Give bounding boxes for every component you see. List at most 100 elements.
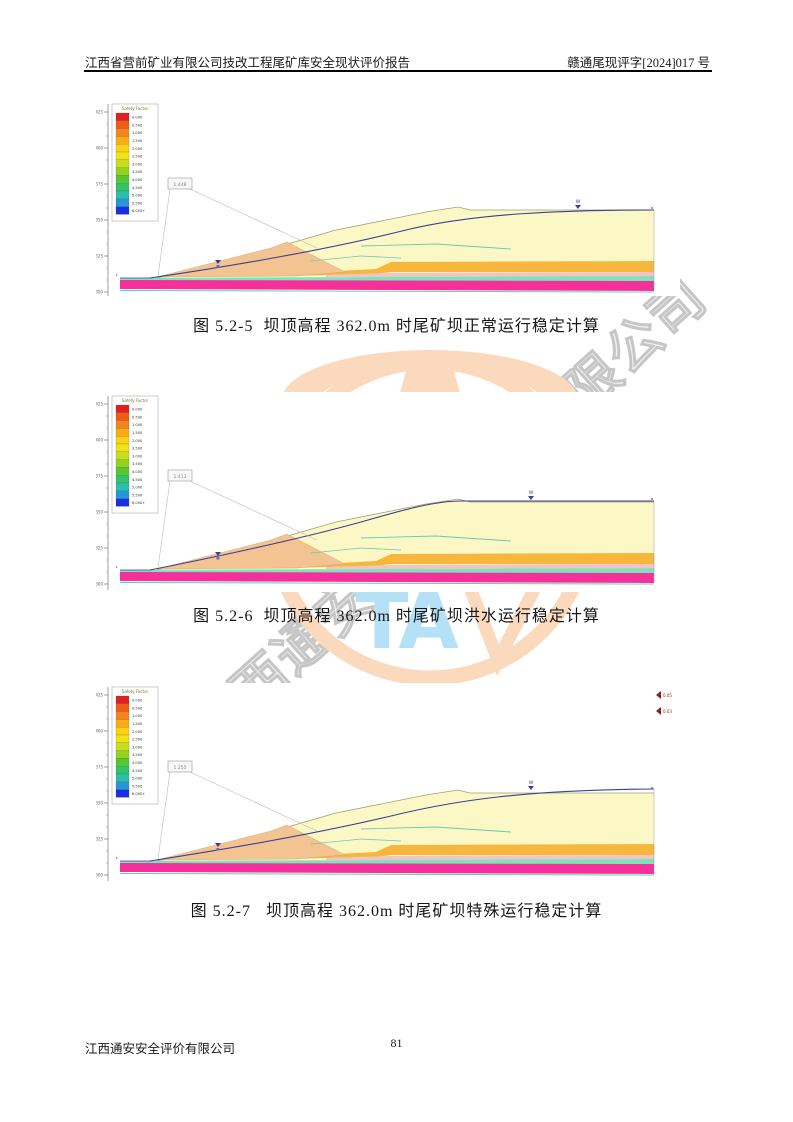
legend-swatch [115,766,130,775]
base-underline [119,582,655,585]
drain-band [281,844,654,859]
legend-value: 3.500 [132,753,143,757]
legend-swatch [115,719,130,728]
legend: Safety Factor 0.000 0.500 1.000 1.500 2.000 2… [111,686,159,805]
legend-value: 4.000 [132,470,143,474]
axis-tick-label: 400 [96,729,103,734]
legend-swatch [115,175,130,184]
legend-swatch [115,136,130,145]
legend-swatch [115,151,130,160]
legend-title: Safety Factor [122,689,149,694]
legend-swatch [115,120,130,129]
base-underline [119,873,655,876]
arch-pier-icon [398,364,462,400]
legend-swatch [115,459,130,468]
elevation-axis: 425 400 375 350 325 300 [95,104,109,298]
axis-tick-label: 425 [96,110,103,115]
silt-band [326,272,654,277]
base-band [120,572,654,583]
seismic-label: 0.05 [663,693,672,698]
axis-tick-label: 375 [96,474,103,479]
axis-tick-label: 425 [96,402,103,407]
water-table-icon [528,496,534,500]
legend-swatch [115,467,130,476]
starter-dam [156,533,346,570]
legend-value: 2.000 [132,730,143,734]
legend-value: 5.500 [132,784,143,788]
water-table-icon [575,205,581,209]
water-table-marker: W [529,490,534,496]
legend-value: 6.000+ [132,501,145,505]
base-band [120,280,654,291]
axis-tick-label: 300 [96,290,103,295]
piezometer-icon [215,260,221,264]
axis-tick-label: 325 [96,546,103,551]
legend-swatch [115,412,130,421]
legend-swatch [115,112,130,121]
water-table-icon [528,786,534,790]
leader-line [189,188,318,249]
drain-band [281,553,654,568]
legend-swatch [115,159,130,168]
toe-marker-icon: ▸ [116,855,118,860]
drain-line [360,243,512,250]
legend-title: Safety Factor [122,106,149,111]
silt-band [326,855,654,860]
legend-value: 1.000 [132,131,143,135]
legend-swatch [115,758,130,767]
legend-value: 5.000 [132,486,143,490]
starter-dam [156,241,346,278]
seismic-coefficients: 0.05 0.03 [656,691,672,715]
legend-value: 2.000 [132,147,143,151]
piezometer-base-icon [216,848,220,851]
figure-caption: 图 5.2-5 坝顶高程 362.0m 时尾矿坝正常运行稳定计算 [193,318,600,335]
drain-line [310,838,402,845]
axis-tick-label: 375 [96,182,103,187]
page-number: 81 [390,1036,403,1050]
legend-scale: 0.000 0.500 1.000 1.500 2.000 2.500 3.000 3.500… [115,695,145,798]
piezometer-base-icon [216,557,220,560]
legend-value: 4.000 [132,761,143,765]
legend-swatch [115,695,130,704]
legend: Safety Factor 0.000 0.500 1.000 1.500 2.000 2… [111,395,159,514]
legend-value: 6.000+ [132,792,145,796]
legend-value: 5.000 [132,777,143,781]
axis-tick-label: 350 [96,510,103,515]
leader-line [189,771,318,832]
starter-dam [156,824,346,861]
figure-caption: 图 5.2-6 坝顶高程 362.0m 时尾矿坝洪水运行稳定计算 [193,608,600,625]
axis-tick-label: 325 [96,254,103,259]
legend-swatch [115,750,130,759]
legend-swatch [115,734,130,743]
boundary-node-icon [651,787,653,789]
legend-value: 3.500 [132,170,143,174]
water-table-marker: W [576,199,581,205]
legend-value: 3.000 [132,454,143,458]
elevation-axis: 425 400 375 350 325 300 [95,687,109,881]
legend-swatch [115,711,130,720]
leader-line [157,771,171,860]
legend-value: 0.500 [132,706,143,710]
piezometer-base-icon [216,265,220,268]
legend-value: 1.000 [132,714,143,718]
boundary-node-icon [651,498,653,500]
legend-value: 3.500 [132,462,143,466]
legend-value: 2.500 [132,155,143,159]
legend-value: 4.500 [132,186,143,190]
axis-tick-label: 300 [96,582,103,587]
silt-band [326,564,654,569]
legend-value: 6.000+ [132,209,145,213]
leader-line [157,188,171,277]
legend-swatch [115,498,130,507]
legend-swatch [115,198,130,207]
header-report-title: 江西省营前矿业有限公司技改工程尾矿库安全现状评价报告 [85,56,411,70]
legend-swatch [115,742,130,751]
drain-line [310,255,402,262]
boundary-node-icon [651,207,653,209]
seismic-arrow-icon [656,691,661,699]
seismic-arrow-icon [656,707,661,715]
figure-5-2-5: 425 400 375 350 325 300 W ▸ 1.448 [95,100,680,298]
legend-swatch [115,190,130,199]
legend-value: 0.500 [132,123,143,127]
